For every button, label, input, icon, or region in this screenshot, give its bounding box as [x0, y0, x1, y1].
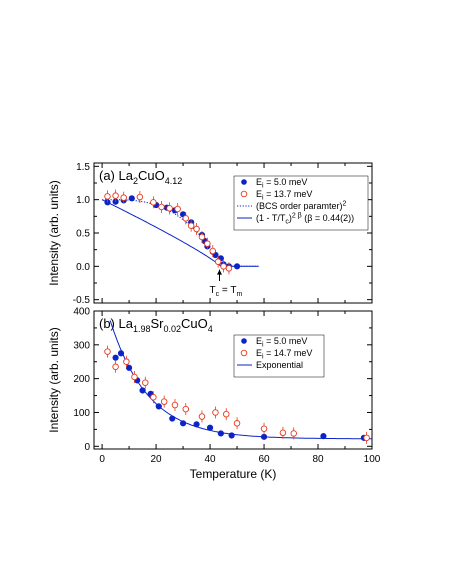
data-point-filled: [260, 433, 268, 440]
data-point-open: [223, 410, 230, 418]
data-point-open: [160, 398, 168, 405]
panel-label: (a) La2CuO4.12: [99, 168, 182, 186]
data-point-filled: [320, 433, 327, 440]
data-point-open: [166, 205, 173, 212]
data-point-filled: [112, 354, 119, 361]
y-tick-label: 1.0: [76, 195, 90, 206]
legend-marker-open: [240, 190, 248, 198]
legend-label: Ei = 14.7 meV: [256, 348, 312, 361]
data-point-filled: [117, 350, 125, 357]
x-tick-label: 60: [258, 454, 270, 465]
y-axis-label: Intensity (arb. units): [47, 327, 61, 432]
data-point-open: [193, 225, 200, 233]
fit-curve-exp: [109, 320, 372, 440]
legend-label: Ei = 13.7 meV: [256, 189, 312, 202]
y-tick-label: 100: [73, 408, 90, 419]
data-point-open: [187, 222, 195, 229]
data-point-filled: [206, 424, 214, 431]
data-point-open: [233, 420, 241, 427]
y-tick-label: 400: [73, 307, 90, 318]
legend-marker-filled: [241, 179, 247, 185]
legend-label: (1 - T/Tc)2 β (β = 0.44(2)): [256, 213, 354, 226]
data-point-open: [120, 194, 127, 201]
data-point-open: [209, 247, 217, 255]
legend-box: [233, 175, 369, 231]
y-tick-label: -0.5: [73, 295, 91, 306]
data-point-filled: [169, 415, 176, 422]
data-point-filled: [125, 364, 133, 371]
plot-area: [101, 189, 259, 275]
x-tick-label: 0: [99, 454, 105, 465]
data-point-filled: [217, 430, 224, 437]
data-point-open: [104, 193, 111, 200]
legend-label: (BCS order paramter)2: [256, 201, 347, 212]
y-tick-label: 0: [84, 442, 90, 453]
data-point-open: [136, 193, 144, 201]
data-point-open: [112, 363, 119, 371]
x-axis-label: Temperature (K): [190, 467, 277, 481]
legend-label: Ei = 5.0 meV: [256, 336, 307, 349]
data-point-open: [171, 401, 179, 409]
data-point-open: [123, 358, 130, 365]
data-point-open: [260, 425, 268, 432]
legend-label: Ei = 5.0 meV: [256, 177, 307, 190]
data-point-open: [158, 203, 165, 211]
y-tick-label: 0.5: [76, 229, 90, 240]
tc-arrow-head: [217, 269, 223, 275]
data-point-open: [220, 263, 227, 270]
data-point-filled: [193, 421, 200, 428]
panel-b: 0 100 200 300 400 0 20 40 60 80 100 Intensity (arb.…: [47, 307, 381, 482]
data-point-open: [214, 258, 222, 265]
data-point-filled: [155, 403, 162, 410]
panel-a: -0.5 0.0 0.5 1.0 1.5 Intensity (arb. units) (a…: [47, 162, 373, 306]
plot-area: [104, 320, 372, 444]
data-point-open: [174, 205, 181, 213]
y-tick-label: 1.5: [76, 162, 90, 173]
data-point-open: [112, 192, 119, 199]
legend-label: Exponential: [256, 360, 303, 370]
data-point-open: [182, 405, 190, 413]
data-point-filled: [128, 195, 135, 202]
data-point-open: [131, 373, 138, 381]
data-point-filled: [228, 432, 235, 439]
panel-label: (b) La1.98Sr0.02CuO4: [99, 316, 213, 334]
data-point-open: [225, 265, 233, 272]
data-point-open: [363, 434, 370, 442]
data-point-open: [150, 394, 157, 401]
data-point-open: [212, 409, 219, 416]
data-point-open: [150, 199, 157, 206]
x-tick-label: 100: [364, 454, 381, 465]
plot-frame: [93, 310, 373, 450]
legend-marker-open: [240, 349, 248, 357]
tc-annotation: Tc = Tm: [210, 285, 243, 298]
data-point-filled: [179, 420, 187, 427]
y-tick-label: 0.0: [76, 262, 90, 273]
y-tick-label: 300: [73, 340, 90, 351]
x-tick-label: 40: [204, 454, 216, 465]
data-point-open: [198, 233, 206, 241]
data-point-filled: [233, 263, 241, 270]
y-tick-label: 200: [73, 374, 90, 385]
legend-box: [233, 334, 325, 378]
x-tick-label: 80: [312, 454, 324, 465]
fit-curve-power: [101, 199, 259, 267]
data-point-open: [182, 215, 190, 222]
data-point-open: [290, 430, 297, 437]
data-point-open: [279, 429, 287, 437]
data-point-open: [204, 240, 211, 247]
x-tick-label: 20: [151, 454, 163, 465]
y-axis-label: Intensity (arb. units): [47, 180, 61, 285]
legend-marker-filled: [241, 338, 247, 344]
data-point-filled: [139, 387, 146, 394]
data-point-open: [142, 379, 149, 386]
data-point-open: [104, 348, 111, 355]
data-point-open: [198, 413, 206, 420]
